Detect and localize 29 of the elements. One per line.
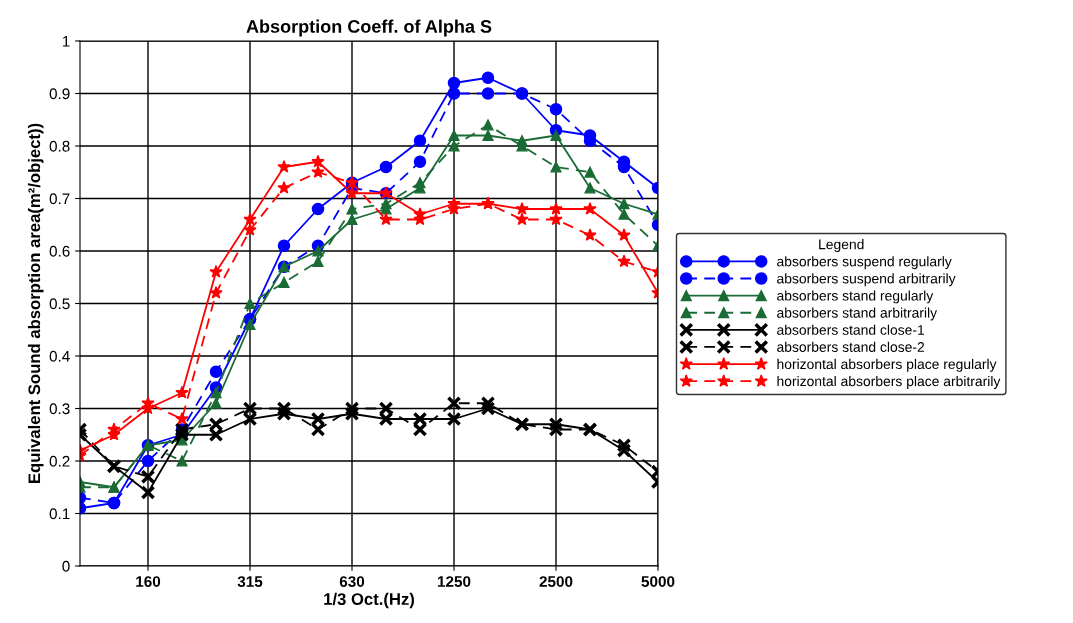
x-tick-label: 1250 [437, 576, 471, 587]
legend-title: Legend [819, 239, 864, 253]
y-tick-label: 0 [62, 560, 70, 572]
x-tick-label: 160 [136, 576, 161, 587]
y-tick-label: 0.4 [49, 350, 70, 362]
y-tick-label: 0.5 [49, 298, 70, 310]
y-tick-label: 0.8 [49, 140, 70, 152]
y-axis-title: Equivalent Sound absorption area(m²/object)) [27, 123, 44, 483]
legend-label: absorbers stand regularly [777, 290, 934, 304]
y-tick-label: 1 [62, 36, 70, 47]
y-tick-label: 0.1 [49, 508, 70, 520]
y-tick-label: 0.7 [49, 193, 70, 205]
legend-label: absorbers suspend regularly [777, 256, 952, 270]
y-tick-label: 0.9 [49, 88, 70, 100]
legend-label: absorbers stand close-2 [777, 341, 925, 352]
x-tick-label: 5000 [641, 576, 675, 587]
x-axis-title: 1/3 Oct.(Hz) [324, 592, 415, 609]
x-tick-label: 315 [237, 576, 263, 587]
legend-label: horizontal absorbers place arbitrarily [777, 375, 1001, 389]
legend-label: horizontal absorbers place regularly [777, 358, 997, 372]
y-tick-label: 0.2 [49, 455, 70, 467]
legend-label: absorbers stand close-1 [777, 324, 925, 335]
x-tick-label: 630 [339, 576, 365, 587]
legend-label: absorbers suspend arbitrarily [777, 273, 956, 287]
legend-label: absorbers stand arbitrarily [777, 307, 938, 321]
y-tick-label: 0.3 [49, 403, 70, 415]
y-tick-label: 0.6 [49, 245, 70, 257]
x-tick-label: 2500 [539, 576, 573, 587]
chart-title: Absorption Coeff. of Alpha S [246, 19, 492, 37]
